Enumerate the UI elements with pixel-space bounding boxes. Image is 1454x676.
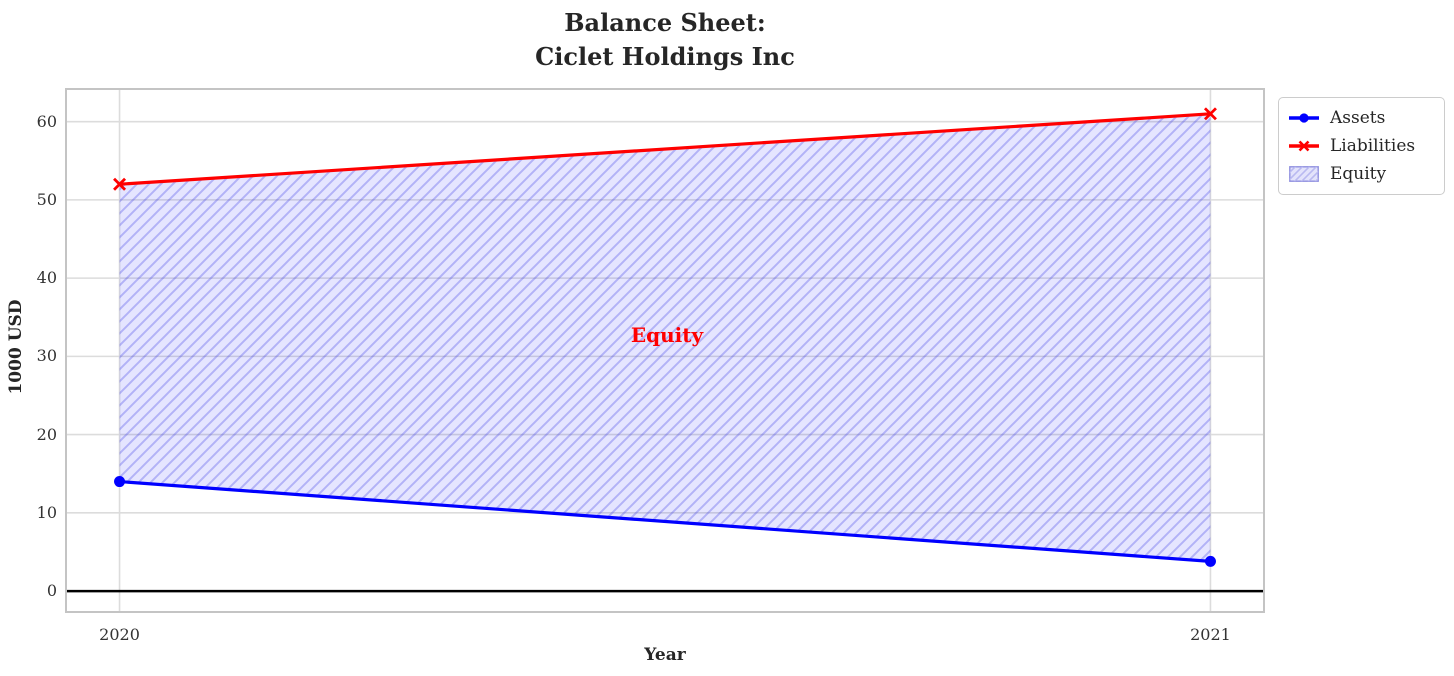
liabilities-line-x-icon <box>1289 138 1319 154</box>
y-tick-label: 10 <box>36 502 57 522</box>
legend-item-equity: Equity <box>1289 160 1434 188</box>
y-tick-label: 60 <box>36 111 57 131</box>
x-axis-label: Year <box>644 645 686 665</box>
legend-label-assets: Assets <box>1330 108 1386 128</box>
y-tick-label: 0 <box>46 581 57 601</box>
chart-canvas <box>65 88 1265 613</box>
y-tick-label: 20 <box>36 424 57 444</box>
x-tick-label: 2021 <box>1190 625 1231 644</box>
equity-annotation: Equity <box>630 323 704 347</box>
equity-hatch-patch-icon <box>1289 166 1319 182</box>
legend-label-liabilities: Liabilities <box>1330 136 1416 156</box>
assets-line-circle-icon <box>1289 110 1319 126</box>
y-tick-label: 50 <box>36 189 57 209</box>
legend-item-assets: Assets <box>1289 104 1434 132</box>
x-tick-label: 2020 <box>99 625 140 644</box>
legend-label-equity: Equity <box>1330 164 1387 184</box>
plot-area: Equity <box>65 88 1265 613</box>
legend-item-liabilities: Liabilities <box>1289 132 1434 160</box>
chart-title: Balance Sheet: Ciclet Holdings Inc <box>535 8 795 71</box>
y-tick-label: 40 <box>36 268 57 288</box>
y-tick-label: 30 <box>36 346 57 366</box>
legend: Assets Liabilities Equity <box>1278 97 1445 195</box>
